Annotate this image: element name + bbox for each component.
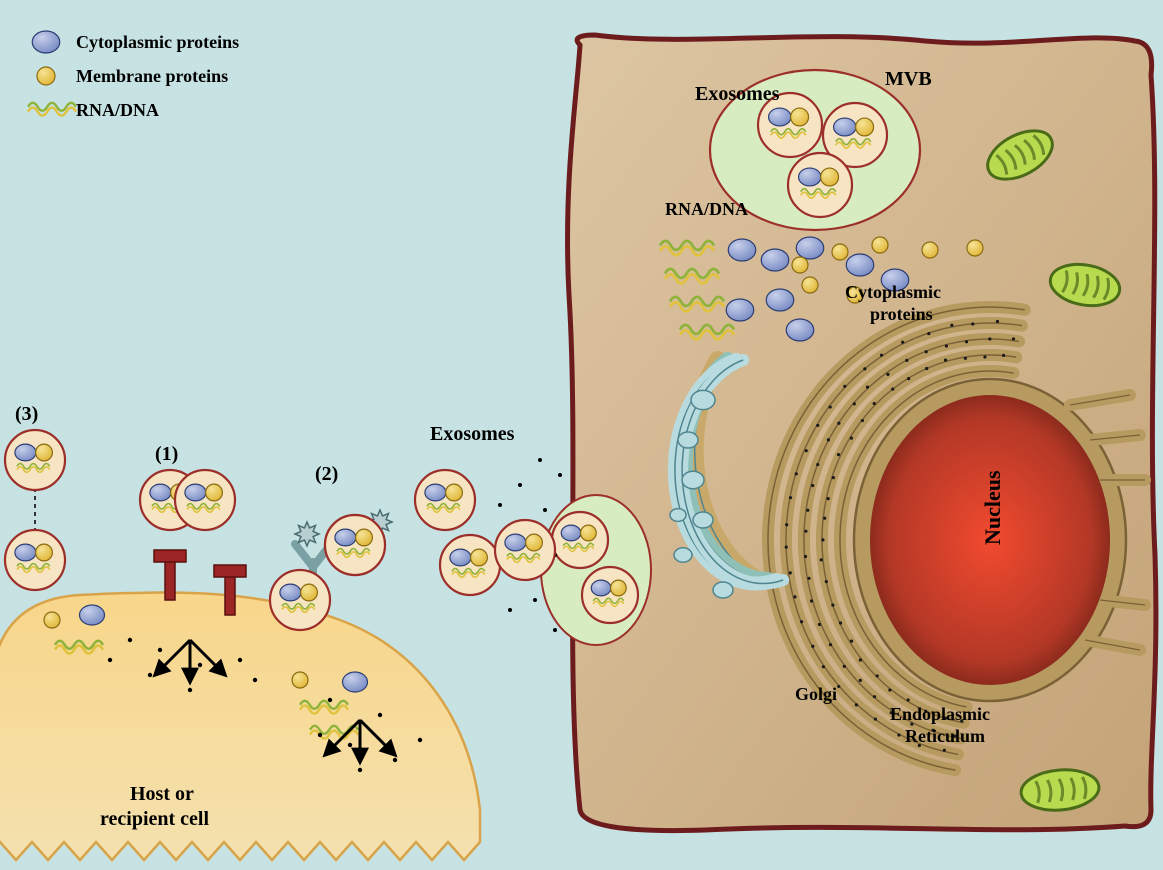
membrane-protein-icon bbox=[446, 484, 463, 501]
diagram-svg: Cytoplasmic proteins Membrane proteins RNA… bbox=[0, 0, 1163, 870]
cytoplasmic-protein-icon bbox=[834, 118, 856, 136]
exosome-icon bbox=[270, 570, 330, 630]
fusion-spike-icon bbox=[295, 522, 319, 546]
exosome-icon bbox=[495, 520, 555, 580]
exosome-icon bbox=[5, 530, 65, 590]
cytoplasmic-protein-icon bbox=[786, 319, 814, 341]
cytoplasmic-protein-icon bbox=[726, 299, 754, 321]
cytoplasmic-protein-icon bbox=[761, 249, 789, 271]
legend-label: Membrane proteins bbox=[76, 66, 228, 86]
cyt_in2-label: proteins bbox=[870, 304, 933, 324]
n1-label: (1) bbox=[155, 443, 178, 465]
cytoplasmic-protein-icon bbox=[505, 534, 526, 551]
cytoplasmic-protein-icon bbox=[728, 239, 756, 261]
cytoplasmic-protein-icon bbox=[846, 254, 874, 276]
cytoplasmic-protein-icon bbox=[766, 289, 794, 311]
membrane-protein-icon bbox=[44, 612, 60, 628]
host2-label: recipient cell bbox=[100, 808, 209, 830]
legend-label: RNA/DNA bbox=[76, 100, 159, 120]
cytoplasmic-protein-icon bbox=[561, 525, 581, 541]
exosomes_out-label: Exosomes bbox=[430, 423, 515, 445]
membrane-protein-icon bbox=[36, 544, 53, 561]
membrane-protein-icon bbox=[37, 67, 55, 85]
membrane-protein-icon bbox=[821, 168, 839, 186]
membrane-protein-icon bbox=[967, 240, 983, 256]
mvb-label: MVB bbox=[885, 68, 932, 90]
er2-label: Reticulum bbox=[905, 726, 985, 746]
exosome-icon bbox=[175, 470, 235, 530]
membrane-protein-icon bbox=[581, 525, 597, 541]
membrane-protein-icon bbox=[856, 118, 874, 136]
membrane-protein-icon bbox=[356, 529, 373, 546]
cytoplasmic-protein-icon bbox=[15, 544, 36, 561]
er-label: Endoplasmic bbox=[890, 704, 990, 724]
cytoplasmic-protein-icon bbox=[335, 529, 356, 546]
exosomes_in-label: Exosomes bbox=[695, 83, 780, 105]
diagram-canvas: Cytoplasmic proteins Membrane proteins RNA… bbox=[0, 0, 1163, 870]
n3-label: (3) bbox=[15, 403, 38, 425]
membrane-protein-icon bbox=[922, 242, 938, 258]
cytoplasmic-protein-icon bbox=[15, 444, 36, 461]
cytoplasmic-protein-icon bbox=[280, 584, 301, 601]
legend-label: Cytoplasmic proteins bbox=[76, 32, 239, 52]
exosome-icon bbox=[582, 567, 638, 623]
cytoplasmic-protein-icon bbox=[796, 237, 824, 259]
membrane-protein-icon bbox=[802, 277, 818, 293]
exosome-icon bbox=[788, 153, 852, 217]
membrane-protein-icon bbox=[471, 549, 488, 566]
nucleus-label: Nucleus bbox=[980, 470, 1005, 545]
cytoplasmic-protein-icon bbox=[591, 580, 611, 596]
exosome-icon bbox=[552, 512, 608, 568]
exosome-icon bbox=[5, 430, 65, 490]
exosome-icon bbox=[325, 515, 385, 575]
golgi-label: Golgi bbox=[795, 684, 837, 704]
cytoplasmic-protein-icon bbox=[450, 549, 471, 566]
cytoplasmic-protein-icon bbox=[150, 484, 171, 501]
membrane-protein-icon bbox=[292, 672, 308, 688]
membrane-protein-icon bbox=[832, 244, 848, 260]
exosome-icon bbox=[415, 470, 475, 530]
membrane-protein-icon bbox=[206, 484, 223, 501]
membrane-protein-icon bbox=[36, 444, 53, 461]
cytoplasmic-protein-icon bbox=[80, 605, 105, 625]
membrane-protein-icon bbox=[791, 108, 809, 126]
cytoplasmic-protein-icon bbox=[343, 672, 368, 692]
membrane-protein-icon bbox=[301, 584, 318, 601]
n2-label: (2) bbox=[315, 463, 338, 485]
cytoplasmic-protein-icon bbox=[799, 168, 821, 186]
membrane-protein-icon bbox=[872, 237, 888, 253]
membrane-protein-icon bbox=[611, 580, 627, 596]
cytoplasmic-protein-icon bbox=[769, 108, 791, 126]
membrane-protein-icon bbox=[526, 534, 543, 551]
cytoplasmic-protein-icon bbox=[32, 31, 60, 53]
exosome-icon bbox=[440, 535, 500, 595]
rna_in-label: RNA/DNA bbox=[665, 199, 748, 219]
membrane-protein-icon bbox=[792, 257, 808, 273]
cytoplasmic-protein-icon bbox=[185, 484, 206, 501]
cyt_in-label: Cytoplasmic bbox=[845, 282, 941, 302]
cytoplasmic-protein-icon bbox=[425, 484, 446, 501]
host1-label: Host or bbox=[130, 783, 194, 805]
